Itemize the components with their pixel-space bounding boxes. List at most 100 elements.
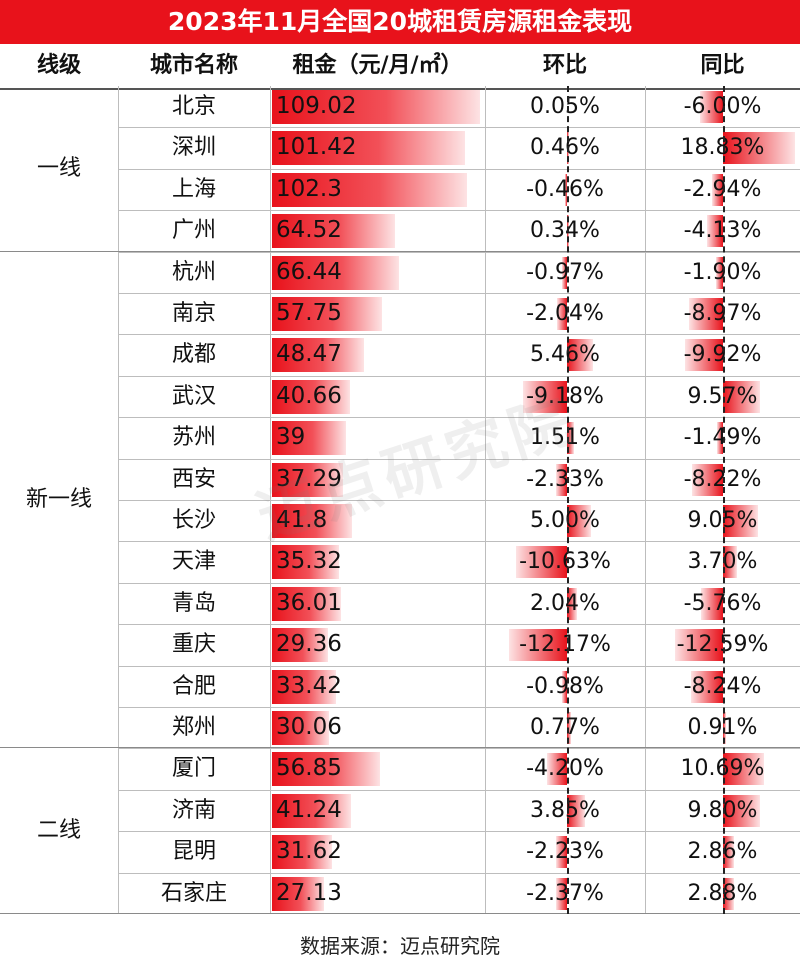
city-name: 济南 bbox=[171, 797, 216, 823]
row-divider bbox=[118, 458, 800, 460]
yoy-value: -4.13% bbox=[683, 218, 762, 244]
yoy-bar bbox=[723, 505, 758, 537]
yoy-bar bbox=[700, 587, 723, 620]
yoy-bar bbox=[717, 422, 723, 455]
yoy-bar bbox=[715, 256, 723, 289]
yoy-bar bbox=[674, 629, 723, 662]
mom-bar bbox=[523, 380, 567, 413]
city-name: 郑州 bbox=[171, 715, 216, 740]
rent-bar bbox=[272, 379, 350, 414]
rent-bar bbox=[272, 421, 347, 456]
yoy-value: -8.22% bbox=[683, 466, 762, 492]
tier-label: 新一线 bbox=[25, 486, 92, 512]
mom-bar bbox=[516, 546, 567, 579]
row-divider bbox=[118, 582, 800, 584]
city-name: 合肥 bbox=[171, 673, 216, 699]
rent-bar bbox=[272, 752, 381, 787]
row-divider bbox=[118, 500, 800, 501]
tier-label: 二线 bbox=[36, 818, 81, 844]
rent-value: 39 bbox=[276, 424, 306, 451]
mom-value: 2.04% bbox=[530, 590, 600, 616]
header-city: 城市名称 bbox=[149, 53, 238, 78]
rent-value: 64.52 bbox=[276, 217, 342, 244]
mom-bar bbox=[562, 670, 567, 703]
mom-value: -2.04% bbox=[526, 301, 604, 326]
rent-value: 35.32 bbox=[276, 548, 342, 575]
rent-value: 41.24 bbox=[276, 796, 342, 823]
yoy-bar bbox=[723, 132, 795, 165]
mom-bar bbox=[567, 422, 575, 455]
city-name: 上海 bbox=[171, 176, 216, 202]
mom-value: -0.98% bbox=[526, 673, 604, 699]
mom-bar bbox=[509, 629, 567, 662]
mom-value: -10.63% bbox=[519, 549, 611, 575]
row-divider bbox=[118, 707, 800, 708]
mom-value: -2.33% bbox=[526, 466, 604, 492]
yoy-value: -9.92% bbox=[683, 342, 762, 368]
mom-value: -2.23% bbox=[526, 839, 604, 865]
yoy-bar bbox=[691, 463, 723, 496]
rent-bar bbox=[272, 669, 336, 704]
mom-value: -9.18% bbox=[526, 383, 604, 409]
city-name: 北京 bbox=[171, 94, 216, 119]
mom-bar bbox=[567, 339, 594, 372]
row-divider bbox=[118, 417, 800, 419]
yoy-bar bbox=[723, 546, 738, 579]
tier-label: 一线 bbox=[36, 156, 81, 181]
rent-bar bbox=[272, 172, 468, 207]
rent-value: 66.44 bbox=[276, 258, 342, 285]
mom-value: -4.20% bbox=[526, 756, 604, 782]
rent-bar bbox=[272, 628, 329, 663]
rent-bar bbox=[272, 711, 330, 745]
city-name: 昆明 bbox=[171, 839, 216, 865]
mom-bar bbox=[556, 836, 567, 869]
yoy-value: -1.90% bbox=[683, 259, 762, 285]
rent-value: 48.47 bbox=[276, 341, 342, 368]
header-rent: 租金（元/月/㎡） bbox=[292, 53, 463, 78]
city-name: 天津 bbox=[171, 549, 216, 575]
city-name: 广州 bbox=[171, 218, 216, 244]
rent-bar bbox=[272, 214, 396, 249]
tier-divider bbox=[0, 747, 800, 749]
city-name: 厦门 bbox=[171, 756, 216, 782]
city-name: 武汉 bbox=[171, 383, 216, 409]
city-name: 杭州 bbox=[171, 259, 216, 285]
mom-value: -2.37% bbox=[526, 880, 604, 906]
chart-title: 2023年11月全国20城租赁房源租金表现 bbox=[0, 0, 800, 44]
rent-bar bbox=[272, 504, 352, 538]
rent-bar bbox=[272, 338, 365, 373]
mom-value: 0.77% bbox=[530, 715, 600, 740]
row-divider bbox=[118, 127, 800, 129]
yoy-value: 9.05% bbox=[687, 508, 758, 533]
city-name: 深圳 bbox=[171, 135, 216, 161]
header-tier: 线级 bbox=[36, 53, 81, 78]
row-divider bbox=[118, 665, 800, 667]
rent-value: 57.75 bbox=[276, 300, 342, 326]
yoy-value: 9.80% bbox=[687, 797, 758, 823]
city-name: 南京 bbox=[171, 301, 216, 326]
row-divider bbox=[118, 831, 800, 833]
rent-bar bbox=[272, 131, 466, 166]
row-divider bbox=[118, 624, 800, 626]
mom-value: 3.85% bbox=[530, 797, 600, 823]
rent-value: 37.29 bbox=[276, 465, 342, 492]
rent-bar bbox=[272, 255, 399, 290]
city-name: 重庆 bbox=[171, 632, 216, 658]
rent-value: 29.36 bbox=[276, 631, 342, 658]
yoy-value: 0.91% bbox=[687, 715, 758, 740]
yoy-value: -1.49% bbox=[683, 425, 762, 451]
yoy-bar bbox=[707, 215, 723, 248]
row-divider bbox=[118, 375, 800, 377]
yoy-value: -8.97% bbox=[683, 301, 762, 326]
header-row: 线级 城市名称 租金（元/月/㎡） 环比 同比 bbox=[0, 44, 800, 90]
rent-bar bbox=[272, 876, 324, 911]
row-divider bbox=[118, 748, 800, 750]
yoy-value: -5.76% bbox=[683, 590, 762, 616]
mom-bar bbox=[567, 505, 591, 537]
rent-bar bbox=[272, 835, 333, 870]
yoy-value: 2.86% bbox=[687, 839, 758, 865]
mom-bar bbox=[564, 173, 567, 206]
row-divider bbox=[118, 789, 800, 791]
table-body: 一线 新一线 二线 北京 109.02 0.05% -6.00% 深圳 101.42 0.46% 1… bbox=[0, 86, 800, 916]
